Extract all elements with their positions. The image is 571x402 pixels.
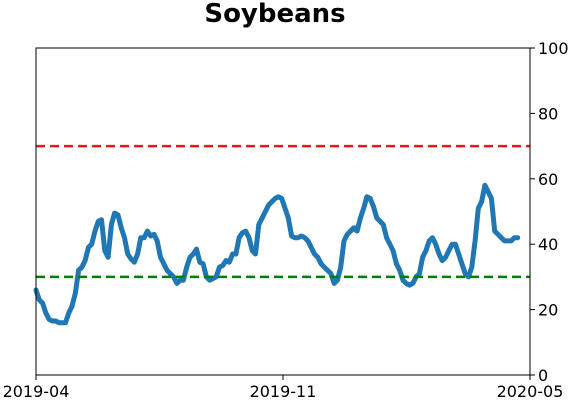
x-tick-label: 2019-11 — [250, 382, 317, 401]
y-tick-label: 20 — [538, 301, 558, 320]
x-tick-label: 2019-04 — [3, 382, 70, 401]
x-tick-label: 2020-05 — [497, 382, 564, 401]
y-tick-label: 100 — [538, 39, 569, 58]
plot-area — [33, 144, 530, 326]
series-line-0 — [33, 182, 521, 326]
y-tick-label: 60 — [538, 170, 558, 189]
axes: 0 20 40 60 80 100 2019-04 2019-11 2020-05 — [3, 39, 569, 401]
plot-frame — [35, 47, 531, 376]
chart-title: Soybeans — [204, 0, 345, 29]
y-tick-label: 80 — [538, 104, 558, 123]
y-tick-label: 40 — [538, 235, 558, 254]
y-tick-label: 0 — [538, 366, 548, 385]
